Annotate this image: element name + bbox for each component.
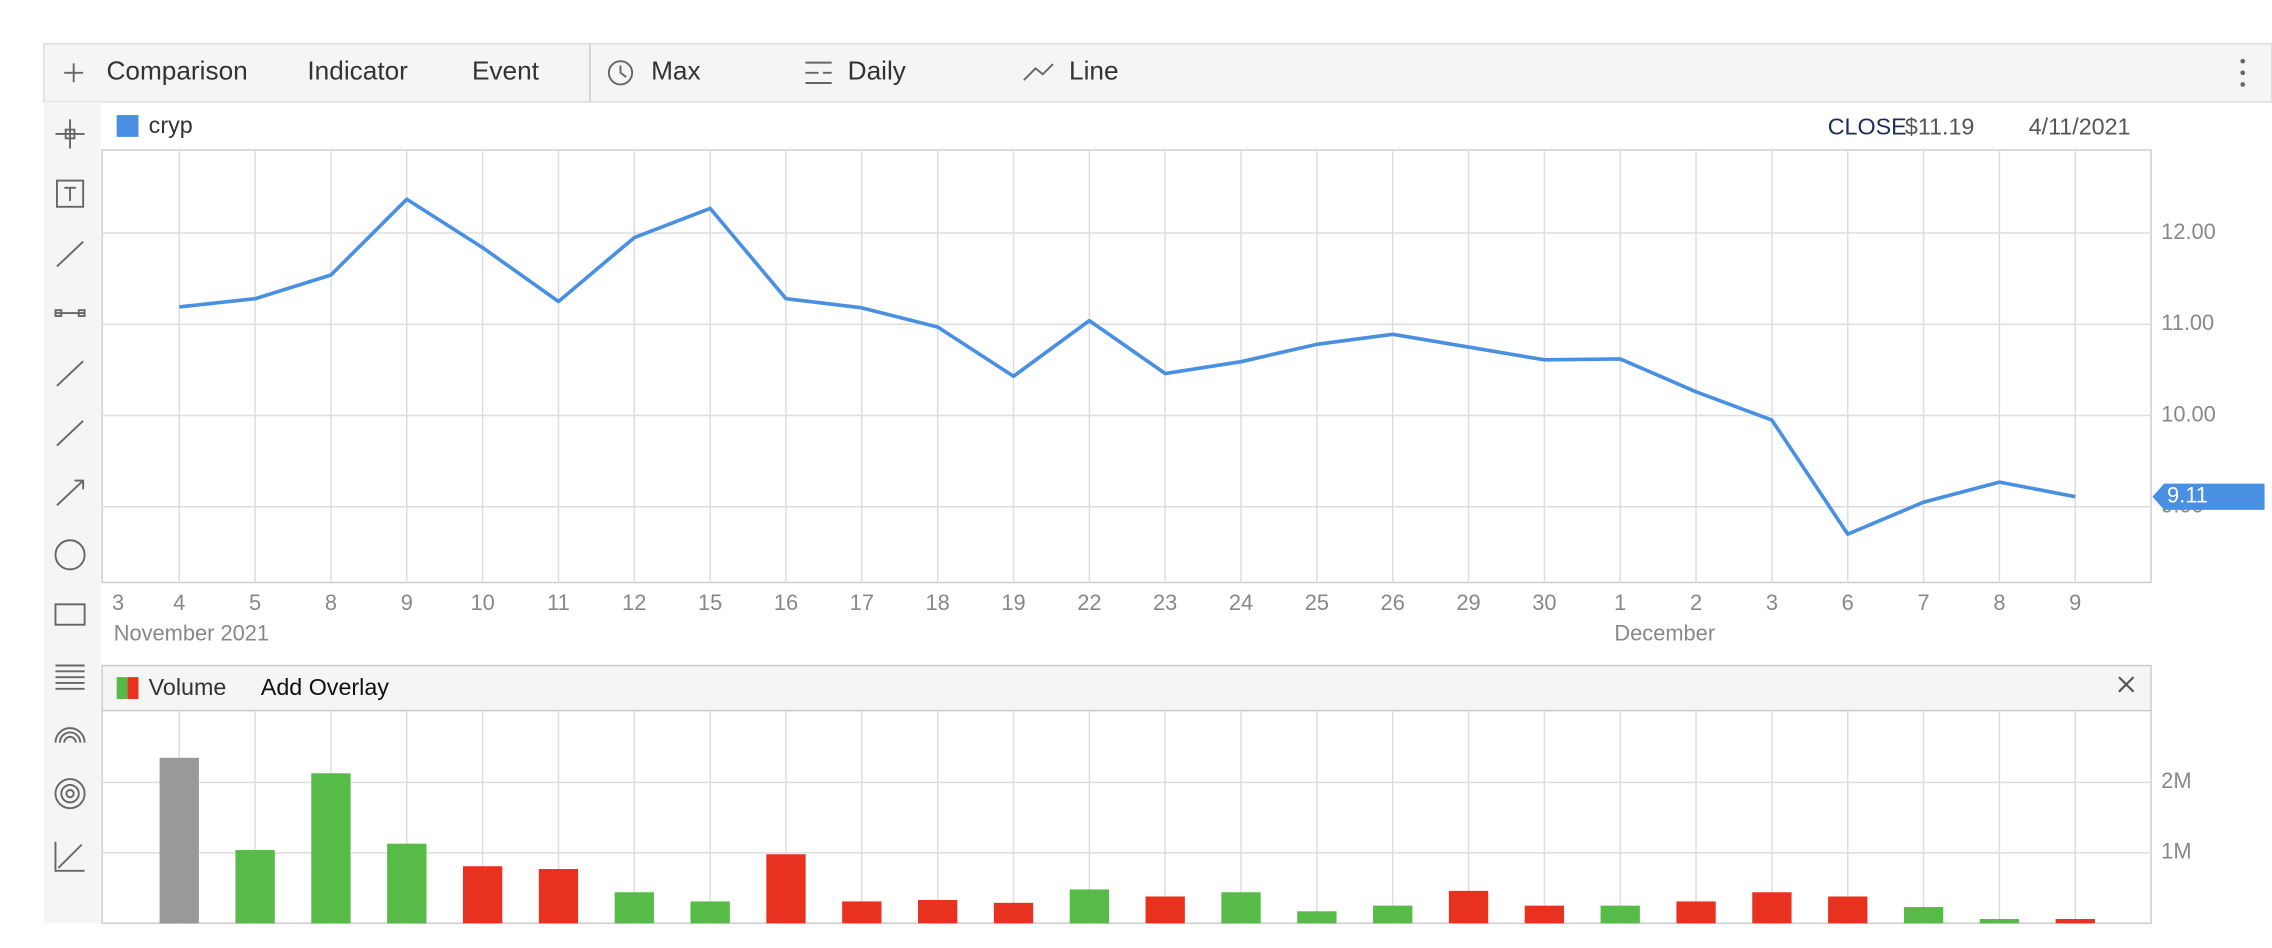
comparison-button[interactable]: Comparison: [106, 56, 247, 86]
x-tick-label: 23: [1153, 590, 1177, 615]
event-button[interactable]: Event: [472, 56, 540, 86]
volume-bar: [462, 866, 503, 924]
interval-button[interactable]: Daily: [848, 56, 907, 86]
x-tick-label: 25: [1305, 590, 1329, 615]
x-tick-label: 11: [547, 590, 570, 615]
volume-bar: [1069, 889, 1110, 924]
volume-icon-red: [127, 677, 139, 699]
tool-sidebar: [43, 101, 101, 924]
x-tick-label: 6: [1842, 590, 1854, 615]
volume-bar: [690, 901, 730, 924]
x-tick-label: 7: [1918, 590, 1930, 615]
volume-bar: [387, 843, 427, 924]
x-tick-label: 22: [1077, 590, 1101, 615]
volume-bar: [2055, 919, 2095, 924]
volume-icon-green: [116, 677, 128, 699]
x-tick-label: 26: [1381, 590, 1405, 615]
x-tick-label: 8: [325, 590, 337, 615]
x-tick-label: 3: [1766, 590, 1778, 615]
last-value-tag: [2152, 483, 2265, 510]
volume-bar: [538, 869, 579, 924]
volume-bar: [614, 892, 654, 924]
x-tick-label: 24: [1229, 590, 1253, 615]
x-tick-label: 2: [1690, 590, 1702, 615]
volume-bar: [1221, 892, 1261, 924]
month-label: November 2021: [114, 621, 269, 646]
volume-bar: [235, 850, 275, 924]
volume-bar: [1676, 901, 1716, 924]
drawing-tools[interactable]: [54, 119, 86, 872]
y-tick-label: 2M: [2161, 768, 2191, 793]
volume-bar: [1524, 905, 1565, 924]
volume-header: [101, 664, 2152, 712]
volume-plot-area: [101, 709, 2152, 924]
interval-icon[interactable]: [805, 61, 832, 84]
close-label: CLOSE: [1828, 113, 1907, 139]
add-overlay-button[interactable]: Add Overlay: [261, 674, 389, 700]
volume-bar: [1828, 896, 1868, 924]
x-tick-label: 4: [173, 590, 185, 615]
volume-bar: [159, 757, 199, 924]
indicator-button[interactable]: Indicator: [307, 56, 408, 86]
volume-bar: [1448, 890, 1489, 924]
volume-bar: [1297, 911, 1337, 924]
volume-bar: [1600, 905, 1640, 924]
date-label: 4/11/2021: [2029, 113, 2131, 139]
x-tick-label: 15: [698, 590, 722, 615]
clock-icon[interactable]: [607, 60, 634, 86]
y-tick-label: 11.00: [2161, 310, 2214, 335]
volume-bar: [1145, 896, 1185, 924]
y-tick-label: 10.00: [2161, 401, 2216, 426]
price-plot-area: [101, 149, 2152, 584]
volume-bar: [1979, 919, 2020, 924]
legend-label[interactable]: cryp: [149, 112, 193, 138]
x-tick-label: 17: [850, 590, 874, 615]
x-tick-label: 9: [401, 590, 413, 615]
x-tick-label: 30: [1532, 590, 1556, 615]
last-value-label: 9.11: [2167, 482, 2208, 507]
clock-hand: [619, 65, 627, 78]
x-tick-label: 3: [112, 590, 124, 615]
x-tick-label: 12: [622, 590, 646, 615]
range-button[interactable]: Max: [651, 56, 701, 86]
close-value: $11.19: [1905, 113, 1974, 139]
volume-bar: [1903, 907, 1944, 924]
x-tick-label: 16: [774, 590, 798, 615]
x-tick-label: 19: [1001, 590, 1025, 615]
y-tick-label: 1M: [2161, 839, 2191, 864]
volume-legend[interactable]: Volume: [149, 674, 227, 700]
x-tick-label: 1: [1614, 590, 1626, 615]
close-pane-button[interactable]: [2118, 676, 2135, 693]
toolbar: [43, 42, 2272, 103]
volume-bar: [1373, 905, 1413, 924]
month-label: December: [1614, 621, 1715, 646]
y-tick-label: 12.00: [2161, 219, 2216, 244]
volume-bar: [766, 854, 806, 924]
x-tick-label: 8: [1993, 590, 2005, 615]
x-tick-label: 18: [926, 590, 950, 615]
x-tick-label: 9: [2069, 590, 2081, 615]
legend-swatch: [116, 115, 139, 137]
volume-bar: [311, 773, 351, 924]
volume-bar: [993, 902, 1034, 924]
price-line: [179, 197, 2076, 536]
menu-icon[interactable]: [2240, 58, 2246, 87]
x-tick-label: 5: [249, 590, 261, 615]
style-button[interactable]: Line: [1069, 56, 1119, 86]
volume-bar: [842, 901, 882, 924]
plus-icon[interactable]: [64, 63, 84, 83]
x-tick-label: 29: [1456, 590, 1480, 615]
volume-bar: [918, 900, 958, 924]
volume-bar: [1752, 892, 1792, 924]
line-icon[interactable]: [1023, 63, 1054, 81]
x-tick-label: 10: [470, 590, 494, 615]
